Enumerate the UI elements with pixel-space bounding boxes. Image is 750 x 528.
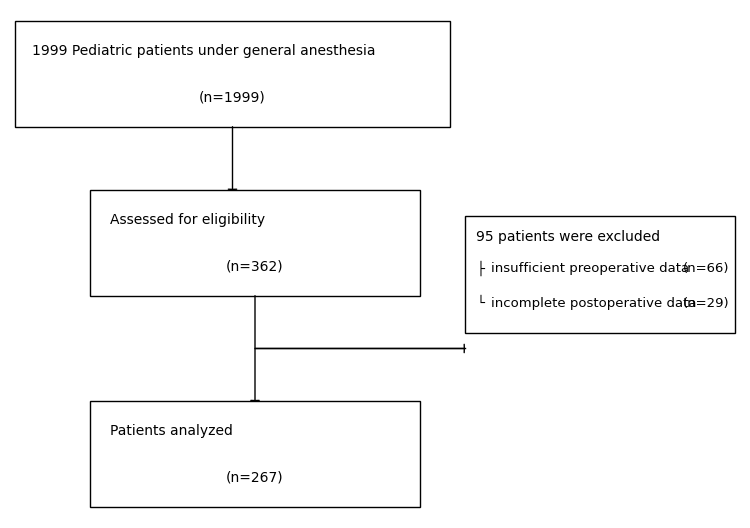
Text: 95 patients were excluded: 95 patients were excluded bbox=[476, 230, 660, 244]
Text: └: └ bbox=[476, 297, 484, 310]
Text: ├: ├ bbox=[476, 261, 484, 277]
Text: 1999 Pediatric patients under general anesthesia: 1999 Pediatric patients under general an… bbox=[32, 44, 376, 58]
Text: Patients analyzed: Patients analyzed bbox=[110, 424, 232, 438]
Bar bbox=[15, 21, 450, 127]
Text: (n=66): (n=66) bbox=[682, 262, 729, 275]
Text: (n=29): (n=29) bbox=[682, 297, 729, 310]
Text: Assessed for eligibility: Assessed for eligibility bbox=[110, 213, 265, 227]
Text: insufficient preoperative data: insufficient preoperative data bbox=[491, 262, 689, 275]
Bar bbox=[90, 190, 420, 296]
Text: (n=267): (n=267) bbox=[226, 470, 284, 484]
Text: incomplete postoperative data: incomplete postoperative data bbox=[491, 297, 697, 310]
Bar bbox=[465, 216, 735, 333]
Text: (n=1999): (n=1999) bbox=[200, 90, 266, 104]
Bar bbox=[90, 401, 420, 507]
Text: (n=362): (n=362) bbox=[226, 259, 284, 273]
